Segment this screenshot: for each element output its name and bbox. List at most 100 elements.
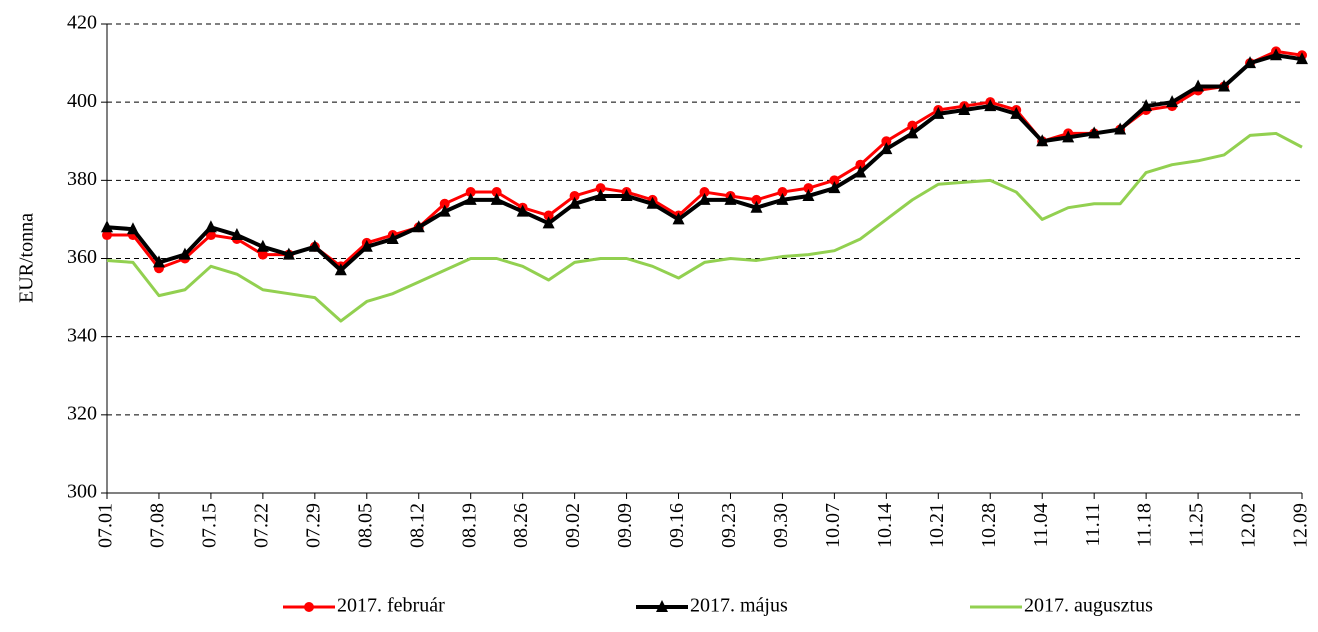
x-tick-label: 07.29 [302, 503, 324, 548]
point [699, 187, 710, 198]
point [958, 102, 971, 115]
point [803, 183, 814, 194]
point [880, 142, 893, 155]
point [672, 212, 685, 225]
point [1036, 134, 1049, 147]
x-tick-label: 07.08 [147, 503, 169, 548]
x-tick-label: 07.22 [250, 503, 272, 548]
point [855, 159, 866, 170]
point [102, 230, 112, 241]
x-tick-label: 10.21 [926, 503, 948, 548]
point [1166, 95, 1179, 108]
y-tick-label: 320 [67, 402, 97, 424]
legend-marker [304, 602, 314, 612]
point [1062, 130, 1075, 143]
point [568, 196, 581, 209]
point [491, 187, 502, 198]
point [569, 190, 580, 201]
x-tick-label: 07.15 [199, 503, 221, 548]
point [438, 204, 451, 217]
x-tick-label: 11.04 [1030, 503, 1052, 547]
x-tick-label: 11.11 [1082, 503, 1104, 547]
point [724, 192, 737, 205]
point [178, 247, 191, 260]
y-tick-label: 420 [67, 12, 97, 34]
point [439, 198, 450, 209]
point [1114, 122, 1127, 135]
point [152, 255, 165, 268]
legend-marker [656, 600, 668, 612]
point [465, 187, 476, 198]
y-tick-label: 400 [67, 90, 97, 112]
legend-label: 2017. május [690, 595, 788, 617]
x-tick-label: 11.18 [1134, 503, 1156, 547]
point [594, 188, 607, 201]
point [1244, 56, 1257, 69]
point [308, 239, 321, 252]
point [854, 165, 867, 178]
point [750, 200, 763, 213]
x-tick-label: 08.26 [510, 503, 532, 548]
point [412, 220, 425, 233]
point [751, 194, 762, 205]
point [204, 220, 217, 233]
point [542, 216, 555, 229]
x-tick-label: 09.16 [666, 503, 688, 548]
x-tick-label: 08.19 [458, 503, 480, 548]
x-tick-label: 08.05 [354, 503, 376, 548]
y-tick-label: 340 [67, 324, 97, 346]
point [543, 210, 554, 221]
point [828, 181, 841, 194]
y-tick-label: 380 [67, 168, 97, 190]
y-axis-label: EUR/tonna [16, 213, 38, 303]
legend-label: 2017. augusztus [1024, 595, 1153, 617]
point [1010, 106, 1023, 119]
point [802, 188, 815, 201]
series-line [107, 49, 1303, 270]
point [1296, 52, 1308, 65]
point [932, 106, 945, 119]
x-tick-label: 11.25 [1186, 503, 1208, 547]
point [360, 239, 373, 252]
point [777, 187, 788, 198]
point [386, 231, 399, 244]
point [620, 188, 633, 201]
point [1088, 126, 1101, 139]
x-tick-label: 10.28 [978, 503, 1000, 548]
y-tick-label: 300 [67, 481, 97, 503]
point [829, 175, 840, 186]
point [257, 249, 268, 260]
point [334, 263, 347, 276]
legend-label: 2017. február [337, 595, 445, 617]
point [282, 247, 295, 260]
point [698, 192, 711, 205]
point [1218, 79, 1231, 92]
x-tick-label: 09.23 [718, 503, 740, 548]
point [906, 126, 919, 139]
point [256, 239, 269, 252]
point [516, 204, 529, 217]
point [984, 99, 997, 112]
x-tick-label: 12.02 [1238, 503, 1260, 548]
point [464, 192, 477, 205]
point [101, 220, 113, 233]
point [646, 196, 659, 209]
point [881, 136, 892, 147]
x-tick-label: 09.09 [614, 503, 636, 548]
point [1270, 48, 1283, 61]
x-tick-label: 07.01 [95, 503, 117, 548]
x-tick-label: 10.14 [874, 503, 896, 548]
point [230, 228, 243, 241]
point [490, 192, 503, 205]
point [595, 183, 606, 194]
point [126, 222, 139, 235]
point [907, 120, 918, 131]
x-tick-label: 10.07 [822, 503, 844, 548]
series-line [106, 53, 1303, 273]
point [1140, 99, 1153, 112]
y-tick-label: 360 [67, 246, 97, 268]
series-line [106, 131, 1303, 323]
x-tick-label: 12.09 [1290, 503, 1312, 548]
x-tick-label: 08.12 [406, 503, 428, 548]
